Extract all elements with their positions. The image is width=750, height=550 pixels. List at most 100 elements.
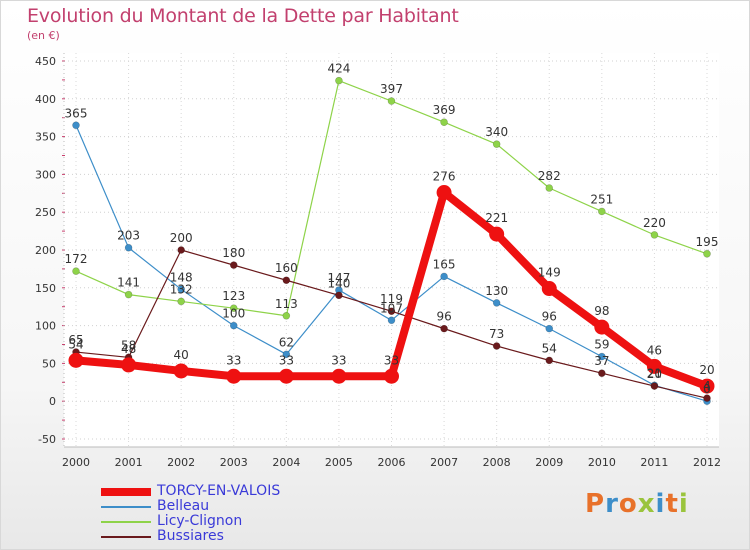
data-label-belleau: 148: [170, 270, 193, 284]
data-point-licy-clignon: [177, 297, 185, 306]
data-point-torcy-en-valois: [173, 363, 189, 379]
data-label-torcy-en-valois: 20: [699, 363, 714, 377]
data-point-belleau: [387, 316, 396, 325]
data-point-belleau: [124, 243, 133, 252]
x-tick-label: 2009: [535, 456, 563, 469]
x-tick-label: 2005: [325, 456, 353, 469]
data-point-torcy-en-valois: [278, 368, 294, 384]
data-label-belleau: 165: [433, 257, 456, 271]
legend-item: Bussiares: [101, 528, 361, 546]
data-label-belleau: 59: [594, 338, 609, 352]
data-label-bussiares: 200: [170, 231, 193, 245]
data-label-licy-clignon: 123: [222, 289, 245, 303]
data-label-licy-clignon: 369: [433, 103, 456, 117]
data-point-licy-clignon: [703, 249, 711, 258]
data-point-torcy-en-valois: [646, 358, 662, 374]
data-point-licy-clignon: [545, 184, 554, 192]
data-label-bussiares: 140: [327, 276, 350, 290]
data-point-belleau: [440, 272, 448, 281]
data-label-licy-clignon: 220: [643, 216, 666, 230]
data-point-torcy-en-valois: [699, 378, 715, 394]
data-point-belleau: [282, 350, 291, 359]
data-label-belleau: 62: [279, 335, 294, 349]
logo-letter: i: [655, 489, 666, 519]
data-point-torcy-en-valois: [436, 185, 452, 201]
data-point-bussiares: [703, 394, 711, 402]
legend-label: Belleau: [157, 498, 210, 514]
x-tick-label: 2001: [115, 456, 143, 469]
data-label-torcy-en-valois: 221: [485, 211, 508, 225]
data-point-belleau: [72, 121, 80, 130]
y-tick-label: 50: [42, 357, 56, 370]
data-point-torcy-en-valois: [226, 368, 242, 384]
legend-item: Licy-Clignon: [101, 513, 361, 531]
x-tick-label: 2010: [588, 456, 616, 469]
data-label-torcy-en-valois: 46: [647, 343, 662, 357]
data-label-torcy-en-valois: 33: [331, 353, 346, 367]
data-label-licy-clignon: 141: [117, 276, 140, 290]
y-tick-label: 450: [35, 55, 56, 68]
data-label-belleau: 107: [380, 301, 403, 315]
data-label-bussiares: 4: [703, 379, 711, 393]
data-label-bussiares: 180: [222, 246, 245, 260]
y-tick-label: 400: [35, 93, 56, 106]
x-tick-label: 2000: [62, 456, 90, 469]
data-label-licy-clignon: 172: [65, 252, 88, 266]
data-point-torcy-en-valois: [489, 226, 505, 242]
legend-swatch: [101, 521, 151, 523]
data-point-torcy-en-valois: [331, 368, 347, 384]
data-point-torcy-en-valois: [384, 368, 399, 384]
data-point-licy-clignon: [650, 231, 659, 239]
data-point-licy-clignon: [387, 97, 396, 105]
data-point-torcy-en-valois: [121, 357, 137, 373]
data-point-bussiares: [177, 246, 185, 254]
data-label-torcy-en-valois: 149: [538, 266, 561, 280]
legend-label: Bussiares: [157, 528, 224, 544]
legend-swatch: [101, 488, 151, 496]
data-point-bussiares: [440, 324, 448, 333]
data-point-licy-clignon: [124, 290, 133, 299]
y-tick-label: 350: [35, 131, 56, 144]
x-tick-label: 2007: [430, 456, 458, 469]
data-label-bussiares: 119: [380, 292, 403, 306]
data-point-bussiares: [387, 307, 396, 316]
data-label-torcy-en-valois: 33: [226, 353, 241, 367]
y-tick-label: -50: [38, 433, 56, 446]
data-label-belleau: 96: [542, 310, 557, 324]
legend-swatch: [101, 506, 151, 508]
x-tick-label: 2008: [483, 456, 511, 469]
legend-item: Belleau: [101, 498, 361, 516]
data-label-torcy-en-valois: 54: [68, 337, 83, 351]
y-tick-label: 0: [49, 395, 56, 408]
data-label-licy-clignon: 113: [275, 297, 298, 311]
data-point-bussiares: [229, 261, 238, 269]
data-label-bussiares: 20: [647, 367, 662, 381]
data-label-belleau: 147: [327, 271, 350, 285]
data-point-licy-clignon: [72, 267, 80, 275]
data-point-licy-clignon: [282, 311, 291, 320]
x-tick-label: 2002: [167, 456, 195, 469]
x-tick-label: 2006: [378, 456, 406, 469]
data-point-bussiares: [492, 342, 501, 350]
data-point-licy-clignon: [229, 304, 238, 313]
data-point-licy-clignon: [440, 118, 448, 127]
x-tick-label: 2011: [640, 456, 668, 469]
data-label-belleau: 130: [485, 284, 508, 298]
data-label-bussiares: 54: [542, 341, 557, 355]
logo-letter: o: [618, 489, 638, 519]
y-tick-label: 300: [35, 168, 56, 181]
y-tick-label: 250: [35, 206, 56, 219]
data-label-licy-clignon: 251: [590, 192, 613, 206]
x-tick-label: 2003: [220, 456, 248, 469]
logo-letter: P: [585, 489, 606, 519]
data-label-bussiares: 73: [489, 327, 504, 341]
logo-letter: x: [637, 489, 656, 519]
data-point-torcy-en-valois: [594, 319, 610, 335]
data-point-belleau: [492, 299, 501, 307]
data-label-belleau: 21: [647, 366, 662, 380]
logo-letter: r: [605, 489, 619, 519]
proxiti-logo: Proxiti: [585, 489, 689, 519]
y-tick-label: 200: [35, 244, 56, 257]
legend-item: TORCY-EN-VALOIS: [101, 483, 361, 501]
